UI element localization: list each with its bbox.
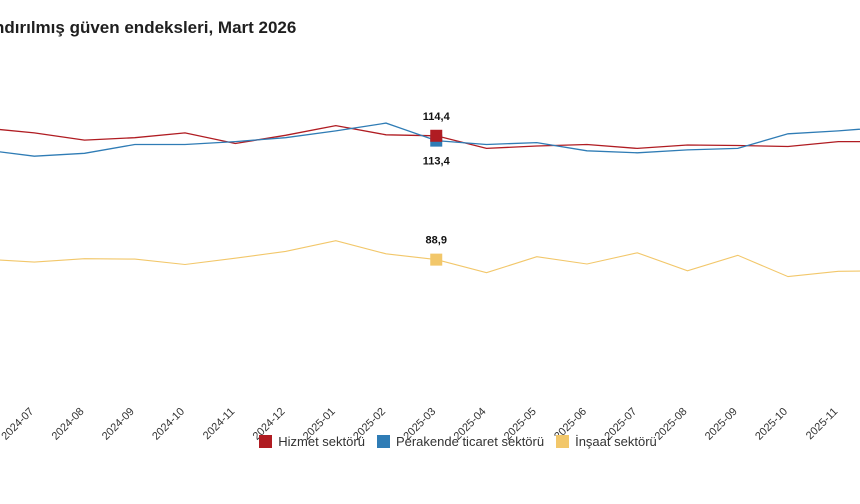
legend: Hizmet sektörü Perakende ticaret sektörü… bbox=[0, 434, 860, 449]
data-label-1: 113,4 bbox=[423, 156, 451, 168]
legend-item-perakende[interactable]: Perakende ticaret sektörü bbox=[376, 434, 545, 449]
highlight-markers: 114,4 113,4 88,9 bbox=[423, 111, 451, 266]
highlight-marker-2[interactable] bbox=[430, 253, 443, 266]
legend-swatch-insaat bbox=[556, 435, 570, 448]
data-label-0: 114,4 bbox=[423, 111, 451, 123]
highlight-marker-0[interactable] bbox=[430, 129, 443, 142]
data-label-2: 88,9 bbox=[426, 235, 447, 247]
legend-swatch-hizmet bbox=[259, 435, 273, 448]
legend-item-hizmet[interactable]: Hizmet sektörü bbox=[259, 434, 365, 449]
legend-label-insaat: İnşaat sektörü bbox=[575, 434, 657, 449]
legend-item-insaat[interactable]: İnşaat sektörü bbox=[556, 434, 657, 449]
series-line-1 bbox=[0, 122, 860, 157]
legend-label-perakende: Perakende ticaret sektörü bbox=[395, 434, 545, 449]
legend-label-hizmet: Hizmet sektörü bbox=[278, 434, 365, 449]
chart-title: ndırılmış güven endeksleri, Mart 2026 bbox=[0, 18, 297, 37]
series-lines bbox=[0, 122, 860, 278]
legend-swatch-perakende bbox=[376, 435, 390, 448]
